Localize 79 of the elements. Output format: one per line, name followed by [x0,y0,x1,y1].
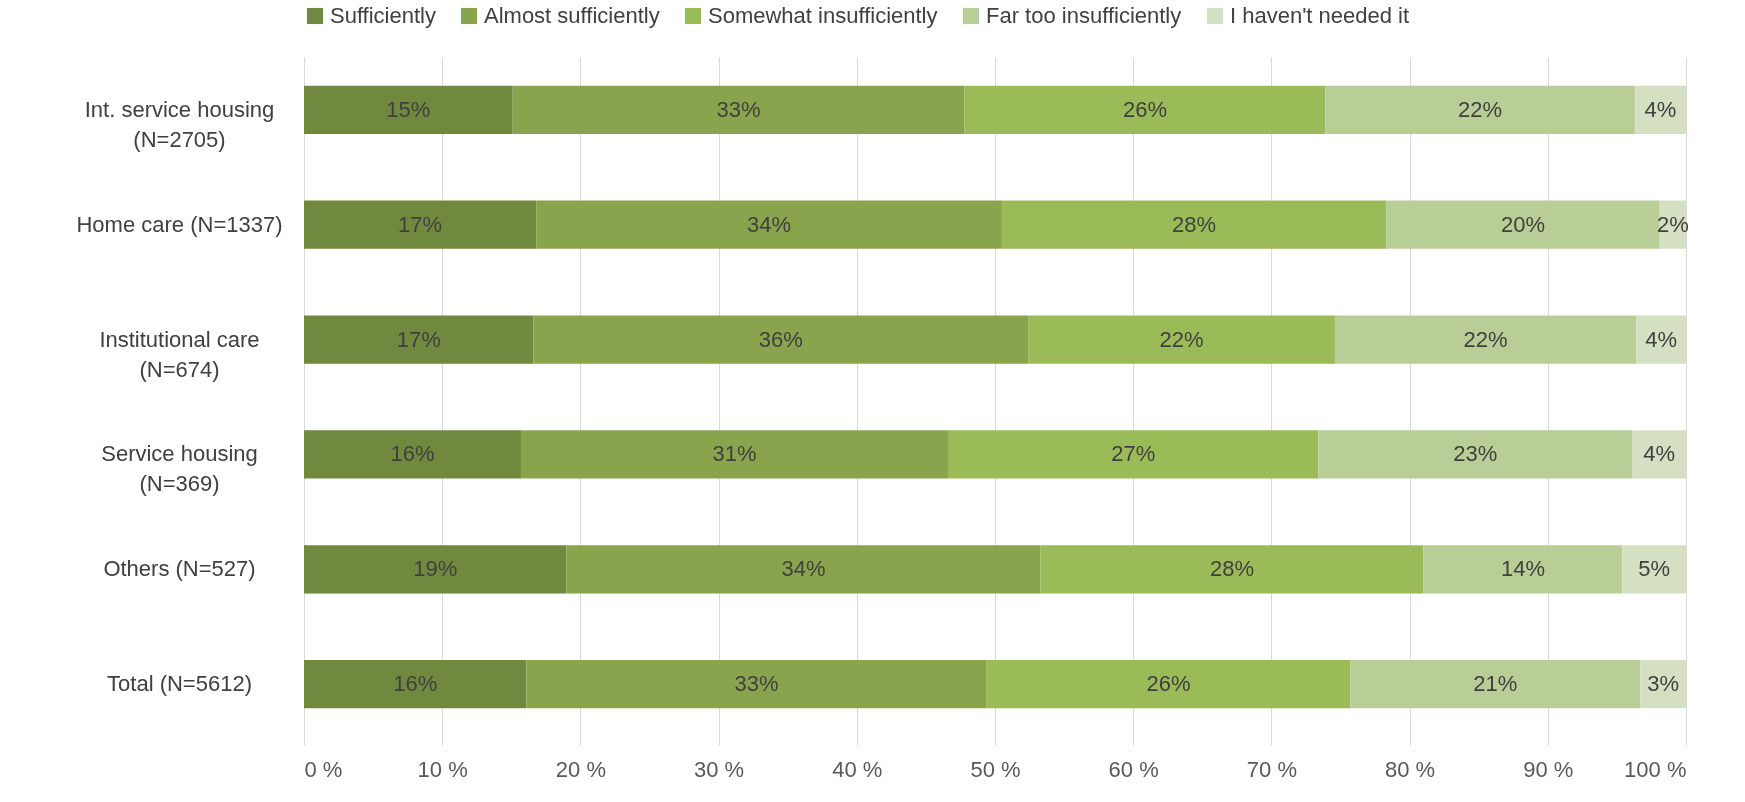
x-tick-label: 50 % [970,756,1021,782]
bar [304,545,567,594]
data-label: 22% [1458,96,1503,122]
data-label: 17% [398,211,443,237]
data-label: 34% [747,211,792,237]
bar [1318,430,1633,479]
legend-label: Almost sufficiently [484,3,660,28]
bar [566,545,1041,594]
bar [304,315,534,364]
data-label: 21% [1473,671,1518,697]
bar [304,200,537,249]
bar [1632,430,1686,479]
legend-label: Somewhat insufficiently [708,3,938,28]
y-tick-label: Home care (N=1337) [76,211,283,237]
data-label: 20% [1500,211,1545,237]
y-tick-label: Others (N=527) [103,556,256,582]
data-label: 16% [390,441,435,467]
x-tick-label: 70 % [1246,756,1297,782]
x-tick-label: 80 % [1385,756,1436,782]
data-label: 34% [781,556,826,582]
bar [533,315,1029,364]
x-tick-label: 100 % [1624,756,1687,782]
data-label: 36% [758,326,803,352]
bar [512,85,965,134]
data-label: 19% [413,556,458,582]
bar [986,660,1351,709]
x-tick-label: 0 % [304,756,343,782]
bar [304,85,513,134]
bar [1636,315,1686,364]
data-label: 31% [712,441,757,467]
y-tick-label: Service housing (N=369) [101,441,258,497]
data-label: 14% [1500,556,1545,582]
bar [304,660,527,709]
data-label: 15% [386,96,431,122]
bar [536,200,1002,249]
x-tick-label: 40 % [832,756,883,782]
data-label: 2% [1656,211,1689,237]
data-label: 33% [734,671,779,697]
y-tick-label: Int. service housing (N=2705) [84,96,275,152]
data-label: 23% [1453,441,1498,467]
legend-label: Far too insufficiently [986,3,1182,28]
data-label: 5% [1638,556,1671,582]
data-label: 26% [1122,96,1167,122]
data-label: 28% [1171,211,1217,237]
data-label: 28% [1209,556,1255,582]
data-label: 4% [1644,96,1677,122]
data-label: 4% [1645,326,1678,352]
data-label: 3% [1647,671,1680,697]
y-tick-label: Institutional care (N=674) [99,326,260,382]
bar [304,430,521,479]
bar [1423,545,1623,594]
data-label: 17% [396,326,441,352]
bar [526,660,987,709]
x-tick-label: 10 % [417,756,468,782]
data-label: 16% [393,671,438,697]
bar [1028,315,1335,364]
bar [1350,660,1641,709]
data-label: 27% [1111,441,1156,467]
legend-label: I haven't needed it [1230,3,1410,28]
data-label: 22% [1159,326,1204,352]
bar [1001,200,1387,249]
bar [1040,545,1424,594]
x-tick-label: 60 % [1108,756,1159,782]
data-label: 26% [1146,671,1191,697]
bar [1386,200,1660,249]
data-label: 33% [716,96,761,122]
data-label: 22% [1463,326,1508,352]
bar [964,85,1326,134]
legend-label: Sufficiently [330,3,436,28]
bar [520,430,949,479]
x-tick-label: 30 % [694,756,745,782]
y-tick-label: Total (N=5612) [107,671,252,697]
x-tick-label: 20 % [555,756,606,782]
bar [1325,85,1635,134]
data-label: 4% [1643,441,1675,467]
bar [1334,315,1637,364]
bar [1622,545,1686,594]
bar [948,430,1319,479]
x-tick-label: 90 % [1523,756,1574,782]
